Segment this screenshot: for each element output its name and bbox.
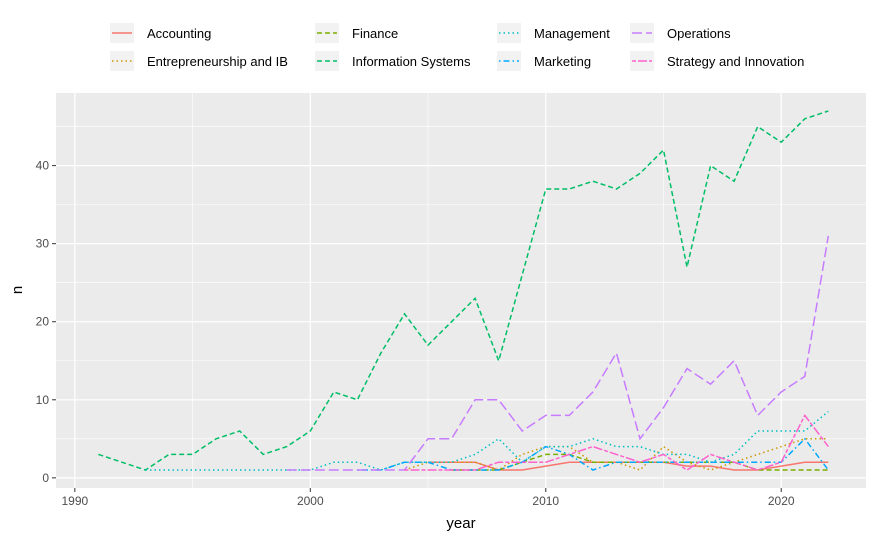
x-axis-title: year [446, 515, 475, 532]
series-line-management [145, 410, 829, 471]
series-line-strategy-and-innovation [404, 413, 829, 471]
y-tick-label: 30 [36, 237, 50, 251]
minor-gridlines [56, 93, 866, 488]
series-line-information-systems [98, 110, 829, 471]
legend-label: Marketing [534, 54, 591, 69]
x-tick-label: 2010 [532, 494, 559, 508]
panel-background [56, 93, 866, 488]
y-tick-label: 40 [36, 159, 50, 173]
y-tick-label: 20 [36, 315, 50, 329]
legend-label: Operations [667, 26, 731, 41]
legend-label: Finance [352, 26, 398, 41]
x-tick-label: 2020 [768, 494, 795, 508]
legend-label: Information Systems [352, 54, 471, 69]
y-axis: 0 10 20 30 40 [36, 159, 56, 485]
legend-background [100, 12, 830, 76]
major-gridlines [56, 93, 866, 488]
series-line-marketing [357, 437, 829, 471]
series-line-operations [286, 235, 830, 471]
y-tick-label: 0 [42, 471, 49, 485]
legend-label: Management [534, 26, 610, 41]
series-lines [98, 110, 830, 471]
x-axis: 1990 2000 2010 2020 [61, 488, 795, 508]
y-tick-label: 10 [36, 393, 50, 407]
x-tick-label: 1990 [61, 494, 88, 508]
x-tick-label: 2000 [297, 494, 324, 508]
legend-label: Strategy and Innovation [667, 54, 804, 69]
legend-label: Entrepreneurship and IB [147, 54, 288, 69]
y-axis-title: n [9, 286, 26, 294]
legend-label: Accounting [147, 26, 211, 41]
legend: Accounting Entrepreneurship and IB Finance… [100, 12, 830, 76]
